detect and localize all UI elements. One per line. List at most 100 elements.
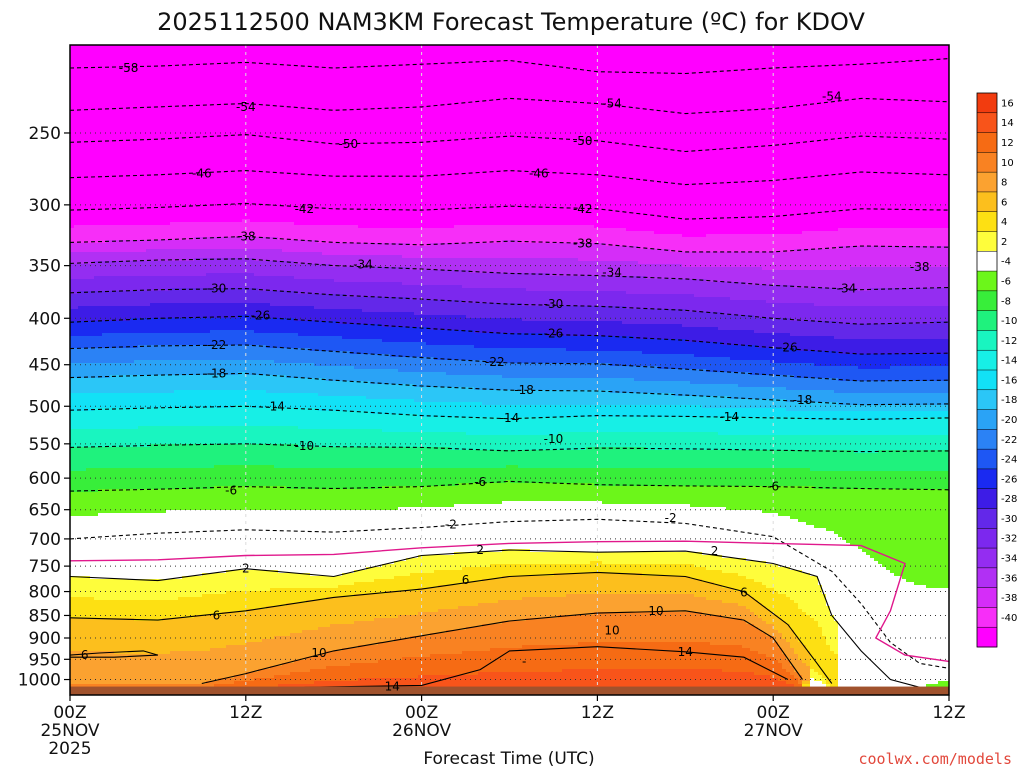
- contour-label: -38: [910, 260, 930, 274]
- x-tick-label: 00Z: [405, 703, 438, 723]
- colorbar-label: -20: [1001, 415, 1017, 426]
- contour-label: -: [522, 654, 526, 668]
- contour-label: -38: [236, 229, 256, 243]
- y-tick-label: 800: [29, 583, 61, 603]
- credit-link[interactable]: coolwx.com/models: [858, 750, 1012, 768]
- contour-label: 6: [81, 648, 89, 662]
- colorbar-swatch: [977, 509, 997, 529]
- contour-label-text: -18: [207, 366, 227, 380]
- contour-label: -26: [778, 341, 798, 355]
- colorbar-swatch: [977, 251, 997, 271]
- colorbar-swatch: [977, 528, 997, 548]
- temperature-field: [70, 45, 951, 697]
- contour-label-text: -2: [665, 511, 677, 525]
- contour-label: -50: [573, 134, 593, 148]
- contour-label-text: -46: [529, 166, 549, 180]
- contour-label: -22: [485, 355, 505, 369]
- y-tick-label: 900: [29, 629, 61, 649]
- colorbar-label: 8: [1001, 178, 1007, 189]
- y-tick-label: 500: [29, 397, 61, 417]
- contour-label-text: -50: [573, 134, 593, 148]
- colorbar-swatch: [977, 429, 997, 449]
- colorbar-swatch: [977, 489, 997, 509]
- contour-label-text: -22: [207, 338, 227, 352]
- colorbar-swatch: [977, 588, 997, 608]
- colorbar-label: -36: [1001, 573, 1017, 584]
- contour-label-text: 10: [311, 646, 326, 660]
- y-tick-label: 550: [29, 435, 61, 455]
- colorbar-label: 10: [1001, 158, 1014, 169]
- contour-label: -50: [339, 137, 359, 151]
- colorbar-swatch: [977, 152, 997, 172]
- colorbar-swatch: [977, 607, 997, 627]
- surface-band-fill: [70, 687, 949, 695]
- contour-label: -42: [573, 202, 593, 216]
- y-tick-label: 450: [29, 356, 61, 376]
- contour-label-text: 6: [213, 608, 221, 622]
- colorbar-label: 4: [1001, 217, 1007, 228]
- contour-label-text: -38: [573, 237, 593, 251]
- contour-label-text: 2: [476, 543, 484, 557]
- colorbar-swatch: [977, 370, 997, 390]
- surface-band: [70, 687, 949, 695]
- y-tick-label: 350: [29, 257, 61, 277]
- contour-label: 6: [462, 573, 470, 587]
- contour-label-text: -30: [207, 282, 227, 296]
- y-axis: 2503003504004505005506006507007508008509…: [18, 124, 70, 691]
- contour-label: -14: [500, 411, 520, 425]
- contour-label: -2: [445, 518, 457, 532]
- contour-label: -18: [793, 393, 813, 407]
- contour-label-text: -6: [225, 483, 237, 497]
- contour-label: 2: [476, 543, 484, 557]
- x-tick-label: 00Z: [757, 703, 790, 723]
- contour-label: -54: [602, 97, 622, 111]
- contour-label-text: 14: [678, 645, 693, 659]
- colorbar-label: -14: [1001, 356, 1017, 367]
- contour-label: -54: [822, 90, 842, 104]
- chart-title: 2025112500 NAM3KM Forecast Temperature (…: [157, 8, 865, 36]
- colorbar-label: -24: [1001, 455, 1017, 466]
- colorbar-swatch: [977, 93, 997, 113]
- contour-label-text: -18: [793, 393, 813, 407]
- contour-label-text: 10: [604, 623, 619, 637]
- contour-label-text: -42: [295, 202, 315, 216]
- colorbar-label: 16: [1001, 98, 1014, 109]
- contour-label: -10: [544, 432, 564, 446]
- colorbar-label: -12: [1001, 336, 1017, 347]
- contour-label-text: -38: [910, 260, 930, 274]
- contour-label: -46: [192, 166, 212, 180]
- contour-label: -22: [207, 338, 227, 352]
- contour-label-text: -14: [500, 411, 520, 425]
- contour-label: -42: [295, 202, 315, 216]
- contour-label-text: -54: [602, 97, 622, 111]
- contour-label: -46: [529, 166, 549, 180]
- colorbar-label: -28: [1001, 494, 1017, 505]
- x-tick-label: 12Z: [581, 703, 614, 723]
- y-tick-label: 1000: [18, 671, 61, 691]
- y-tick-label: 250: [29, 124, 61, 144]
- contour-label: -14: [719, 410, 739, 424]
- contour-label-text: 6: [740, 586, 748, 600]
- colorbar-swatch: [977, 271, 997, 291]
- contour-label: 10: [604, 623, 619, 637]
- colorbar-swatch: [977, 568, 997, 588]
- colorbar-swatch: [977, 291, 997, 311]
- colorbar-swatch: [977, 627, 997, 647]
- colorbar-label: -40: [1001, 613, 1017, 624]
- colorbar-label: -34: [1001, 553, 1017, 564]
- contour-label: -30: [544, 297, 564, 311]
- x-tick-label: 26NOV: [392, 721, 451, 741]
- contour-label: -34: [353, 258, 373, 272]
- colorbar-label: -30: [1001, 514, 1017, 525]
- contour-label: -2: [665, 511, 677, 525]
- contour-label-text: 10: [648, 604, 663, 618]
- contour-label: -10: [295, 439, 315, 453]
- colorbar-label: -26: [1001, 474, 1017, 485]
- contour-label-text: -54: [236, 100, 256, 114]
- colorbar-swatch: [977, 133, 997, 153]
- contour-label: 6: [213, 608, 221, 622]
- contour-label: -34: [837, 282, 857, 296]
- contour-label-text: -34: [837, 282, 857, 296]
- y-tick-label: 950: [29, 650, 61, 670]
- colorbar-label: 2: [1001, 237, 1007, 248]
